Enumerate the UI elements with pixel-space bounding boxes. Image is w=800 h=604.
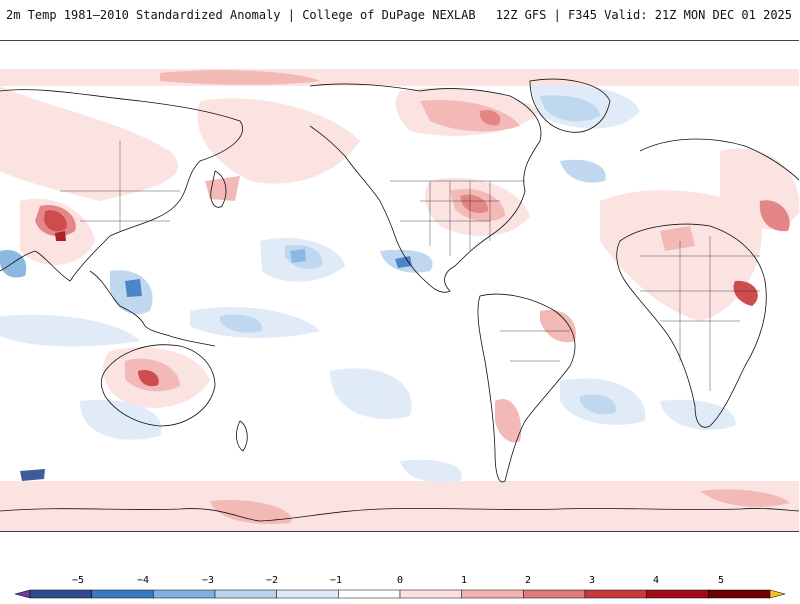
cold-anomaly-shading: [0, 84, 736, 483]
legend-color-swatch: [584, 589, 647, 599]
legend-color-swatch: [338, 589, 401, 599]
legend-tick-label: 1: [460, 575, 468, 586]
country-borders: [60, 141, 760, 391]
legend-tick-label: 5: [717, 575, 725, 586]
map-panel[interactable]: [0, 40, 799, 532]
legend-tick-label: −5: [71, 575, 85, 586]
run-info: 12Z GFS | F345 Valid: 21Z MON DEC 01 202…: [495, 8, 792, 22]
legend-color-swatch: [523, 589, 586, 599]
legend-color-swatch: [646, 589, 709, 599]
legend-tick-label: −4: [136, 575, 150, 586]
header-bar: 2m Temp 1981–2010 Standardized Anomaly |…: [0, 0, 800, 30]
legend-color-swatch: [91, 589, 154, 599]
legend-color-swatch: [153, 589, 216, 599]
legend-color-swatch: [399, 589, 462, 599]
legend-colorbar: [14, 589, 786, 599]
legend-color-swatch: [708, 589, 771, 599]
legend-tick-label: −1: [329, 575, 343, 586]
legend-tick-label: 3: [588, 575, 596, 586]
legend-tick-label: 2: [524, 575, 532, 586]
legend-min-cap: [14, 589, 31, 599]
legend-tick-label: −3: [201, 575, 215, 586]
legend-tick-label: −2: [265, 575, 279, 586]
legend-tick-label: 0: [396, 575, 404, 586]
anomaly-map: [0, 41, 799, 531]
color-legend: [0, 570, 800, 600]
warm-anomaly-shading: [0, 69, 799, 531]
product-title: 2m Temp 1981–2010 Standardized Anomaly |…: [6, 8, 476, 22]
coastlines: [0, 78, 799, 522]
legend-tick-label: 4: [652, 575, 660, 586]
legend-color-swatch: [29, 589, 92, 599]
legend-max-cap: [769, 589, 786, 599]
legend-color-swatch: [276, 589, 339, 599]
legend-color-swatch: [214, 589, 277, 599]
legend-color-swatch: [461, 589, 524, 599]
